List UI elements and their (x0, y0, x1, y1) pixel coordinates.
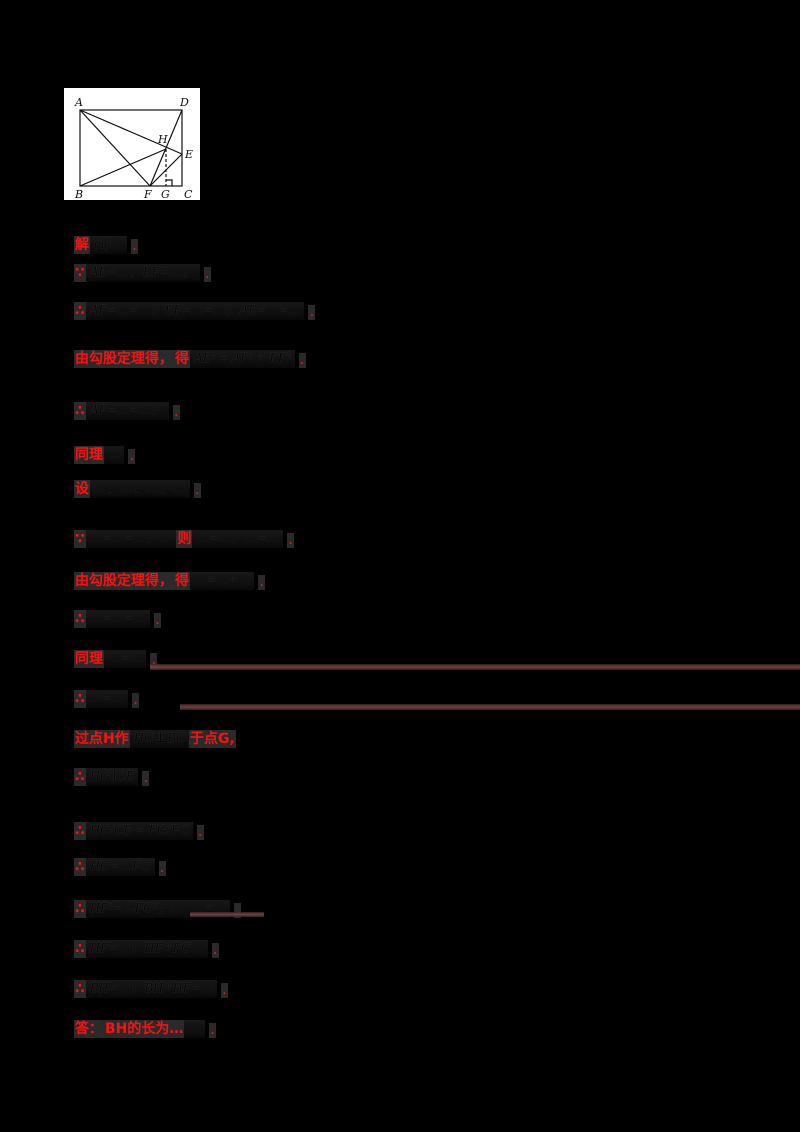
math-expression: AF=…=…； (85, 402, 169, 420)
highlight-bar (190, 912, 264, 917)
svg-text:E: E (184, 148, 193, 161)
math-expression: HG=…FG (85, 858, 155, 876)
math-expression: …=…+… (190, 572, 255, 590)
math-expression: …=…，…=… (192, 530, 284, 548)
math-expression: …=…=…，… (85, 530, 177, 548)
geometry-figure: A B C D E F G H (64, 88, 200, 200)
therefore-marker: ∴ (74, 302, 86, 320)
svg-text:G: G (161, 188, 170, 200)
solution-line: ∴ HF=…，HF+FG… . (74, 936, 219, 958)
svg-text:C: C (184, 188, 193, 200)
line-end: . (308, 305, 316, 320)
svg-text:H: H (157, 133, 168, 146)
therefore-marker: ∴ (74, 768, 86, 786)
math-expression: (1)… (90, 236, 127, 254)
svg-text:B: B (74, 188, 83, 200)
solution-line: 答： BH的长为… … . (74, 1016, 216, 1038)
solution-line: ∴ …=… . (74, 686, 140, 708)
math-expression: …=…=… (85, 610, 150, 628)
solution-line: ∵ …=…=…，… 则 …=…，…=… . (74, 526, 295, 548)
solution-line: ∴ HG=…FG . (74, 854, 166, 876)
math-expression: BH=…，BH+HF=… (85, 980, 217, 998)
solution-line: 同理 … . (74, 442, 136, 464)
therefore-marker: ∴ (74, 858, 86, 876)
math-expression: HF²=…FG²，… (85, 900, 188, 918)
solution-line: 解 (1)… . (74, 232, 138, 254)
solution-line: ∴ HG/CE = FG/FC . (74, 818, 204, 840)
line-end: . (128, 449, 136, 464)
solution-line: ∴ BH=…，BH+HF=… . (74, 976, 228, 998)
line-end: . (234, 903, 242, 918)
let-marker: 设 (74, 480, 90, 498)
therefore-marker: ∴ (74, 402, 86, 420)
therefore-marker: ∴ (74, 940, 86, 958)
therefore-marker: ∴ (74, 690, 86, 708)
math-expression: HG∥CE (85, 768, 139, 786)
solution-line: ∵ AB=…，BF=…， . (74, 260, 211, 282)
solution-line: 由勾股定理得， 得 AE² = AF² + EF² . (74, 346, 306, 368)
solution-line: ∴ …=…=… . (74, 606, 161, 628)
line-end: . (158, 861, 166, 876)
math-expression: AB=…，BF=…， (85, 264, 200, 282)
solution-line: ∴ AF=…=…； . (74, 398, 180, 420)
therefore-marker: ∴ (74, 822, 86, 840)
therefore-marker: ∴ (74, 610, 86, 628)
because-marker: ∵ (74, 530, 86, 548)
line-end: . (203, 267, 211, 282)
answer-marker: 答： (74, 1020, 104, 1038)
math-expression: AF=…=…，EF=…=…，AE=…=… (85, 302, 305, 320)
therefore-marker: ∴ (74, 900, 86, 918)
similarly-marker: 同理 (74, 650, 104, 668)
math-expression: … (104, 446, 125, 464)
math-expression: …，…，…，… (90, 480, 190, 498)
line-end: . (196, 825, 204, 840)
therefore-marker: ∴ (74, 980, 86, 998)
at-point-marker: 于点G, (189, 730, 236, 748)
line-end: . (132, 693, 140, 708)
line-end: . (150, 653, 158, 668)
line-end: . (193, 483, 201, 498)
line-end: . (287, 533, 295, 548)
math-expression: HF=…，HF+FG… (85, 940, 208, 958)
construct-marker: 过点H作 (74, 730, 130, 748)
math-expression: …=… (85, 690, 129, 708)
solution-line: 同理 …=… . (74, 646, 158, 668)
obtain-marker: 得 (174, 350, 190, 368)
svg-text:A: A (74, 96, 83, 109)
solution-line: 过点H作 HG⊥BC 于点G, (74, 726, 236, 748)
math-expression: HG⊥BC (129, 730, 189, 748)
line-end: . (172, 405, 180, 420)
line-end: . (208, 1023, 216, 1038)
obtain-marker: 得 (174, 572, 190, 590)
solution-line: 由勾股定理得， 得 …=…+… . (74, 568, 266, 590)
line-end: . (142, 771, 150, 786)
math-expression: …=… (104, 650, 147, 668)
because-marker: ∵ (74, 264, 86, 282)
answer-text: BH的长为… (104, 1020, 185, 1038)
svg-text:F: F (143, 188, 152, 200)
line-end: . (154, 613, 161, 628)
highlight-bar (180, 704, 800, 710)
pythagorean-marker: 由勾股定理得， (74, 572, 174, 590)
line-end: . (258, 575, 266, 590)
solution-line: ∴ AF=…=…，EF=…=…，AE=…=… . (74, 298, 316, 320)
solution-marker: 解 (74, 236, 90, 254)
math-expression: AE² = AF² + EF² (190, 350, 295, 368)
svg-text:D: D (179, 96, 189, 109)
rectangle-diagram: A B C D E F G H (74, 96, 193, 200)
solution-line: ∴ HG∥CE . (74, 764, 150, 786)
math-expression: … (184, 1020, 205, 1038)
similarly-marker: 同理 (74, 446, 104, 464)
solution-line: 设 …，…，…，… . (74, 476, 201, 498)
line-end: . (211, 943, 219, 958)
highlight-bar (150, 664, 800, 670)
line-end: . (220, 983, 228, 998)
math-fraction: HG/CE = FG/FC (85, 822, 193, 840)
pythagorean-marker: 由勾股定理得， (74, 350, 174, 368)
line-end: . (130, 239, 138, 254)
then-marker: 则 (176, 530, 193, 548)
line-end: . (298, 353, 306, 368)
